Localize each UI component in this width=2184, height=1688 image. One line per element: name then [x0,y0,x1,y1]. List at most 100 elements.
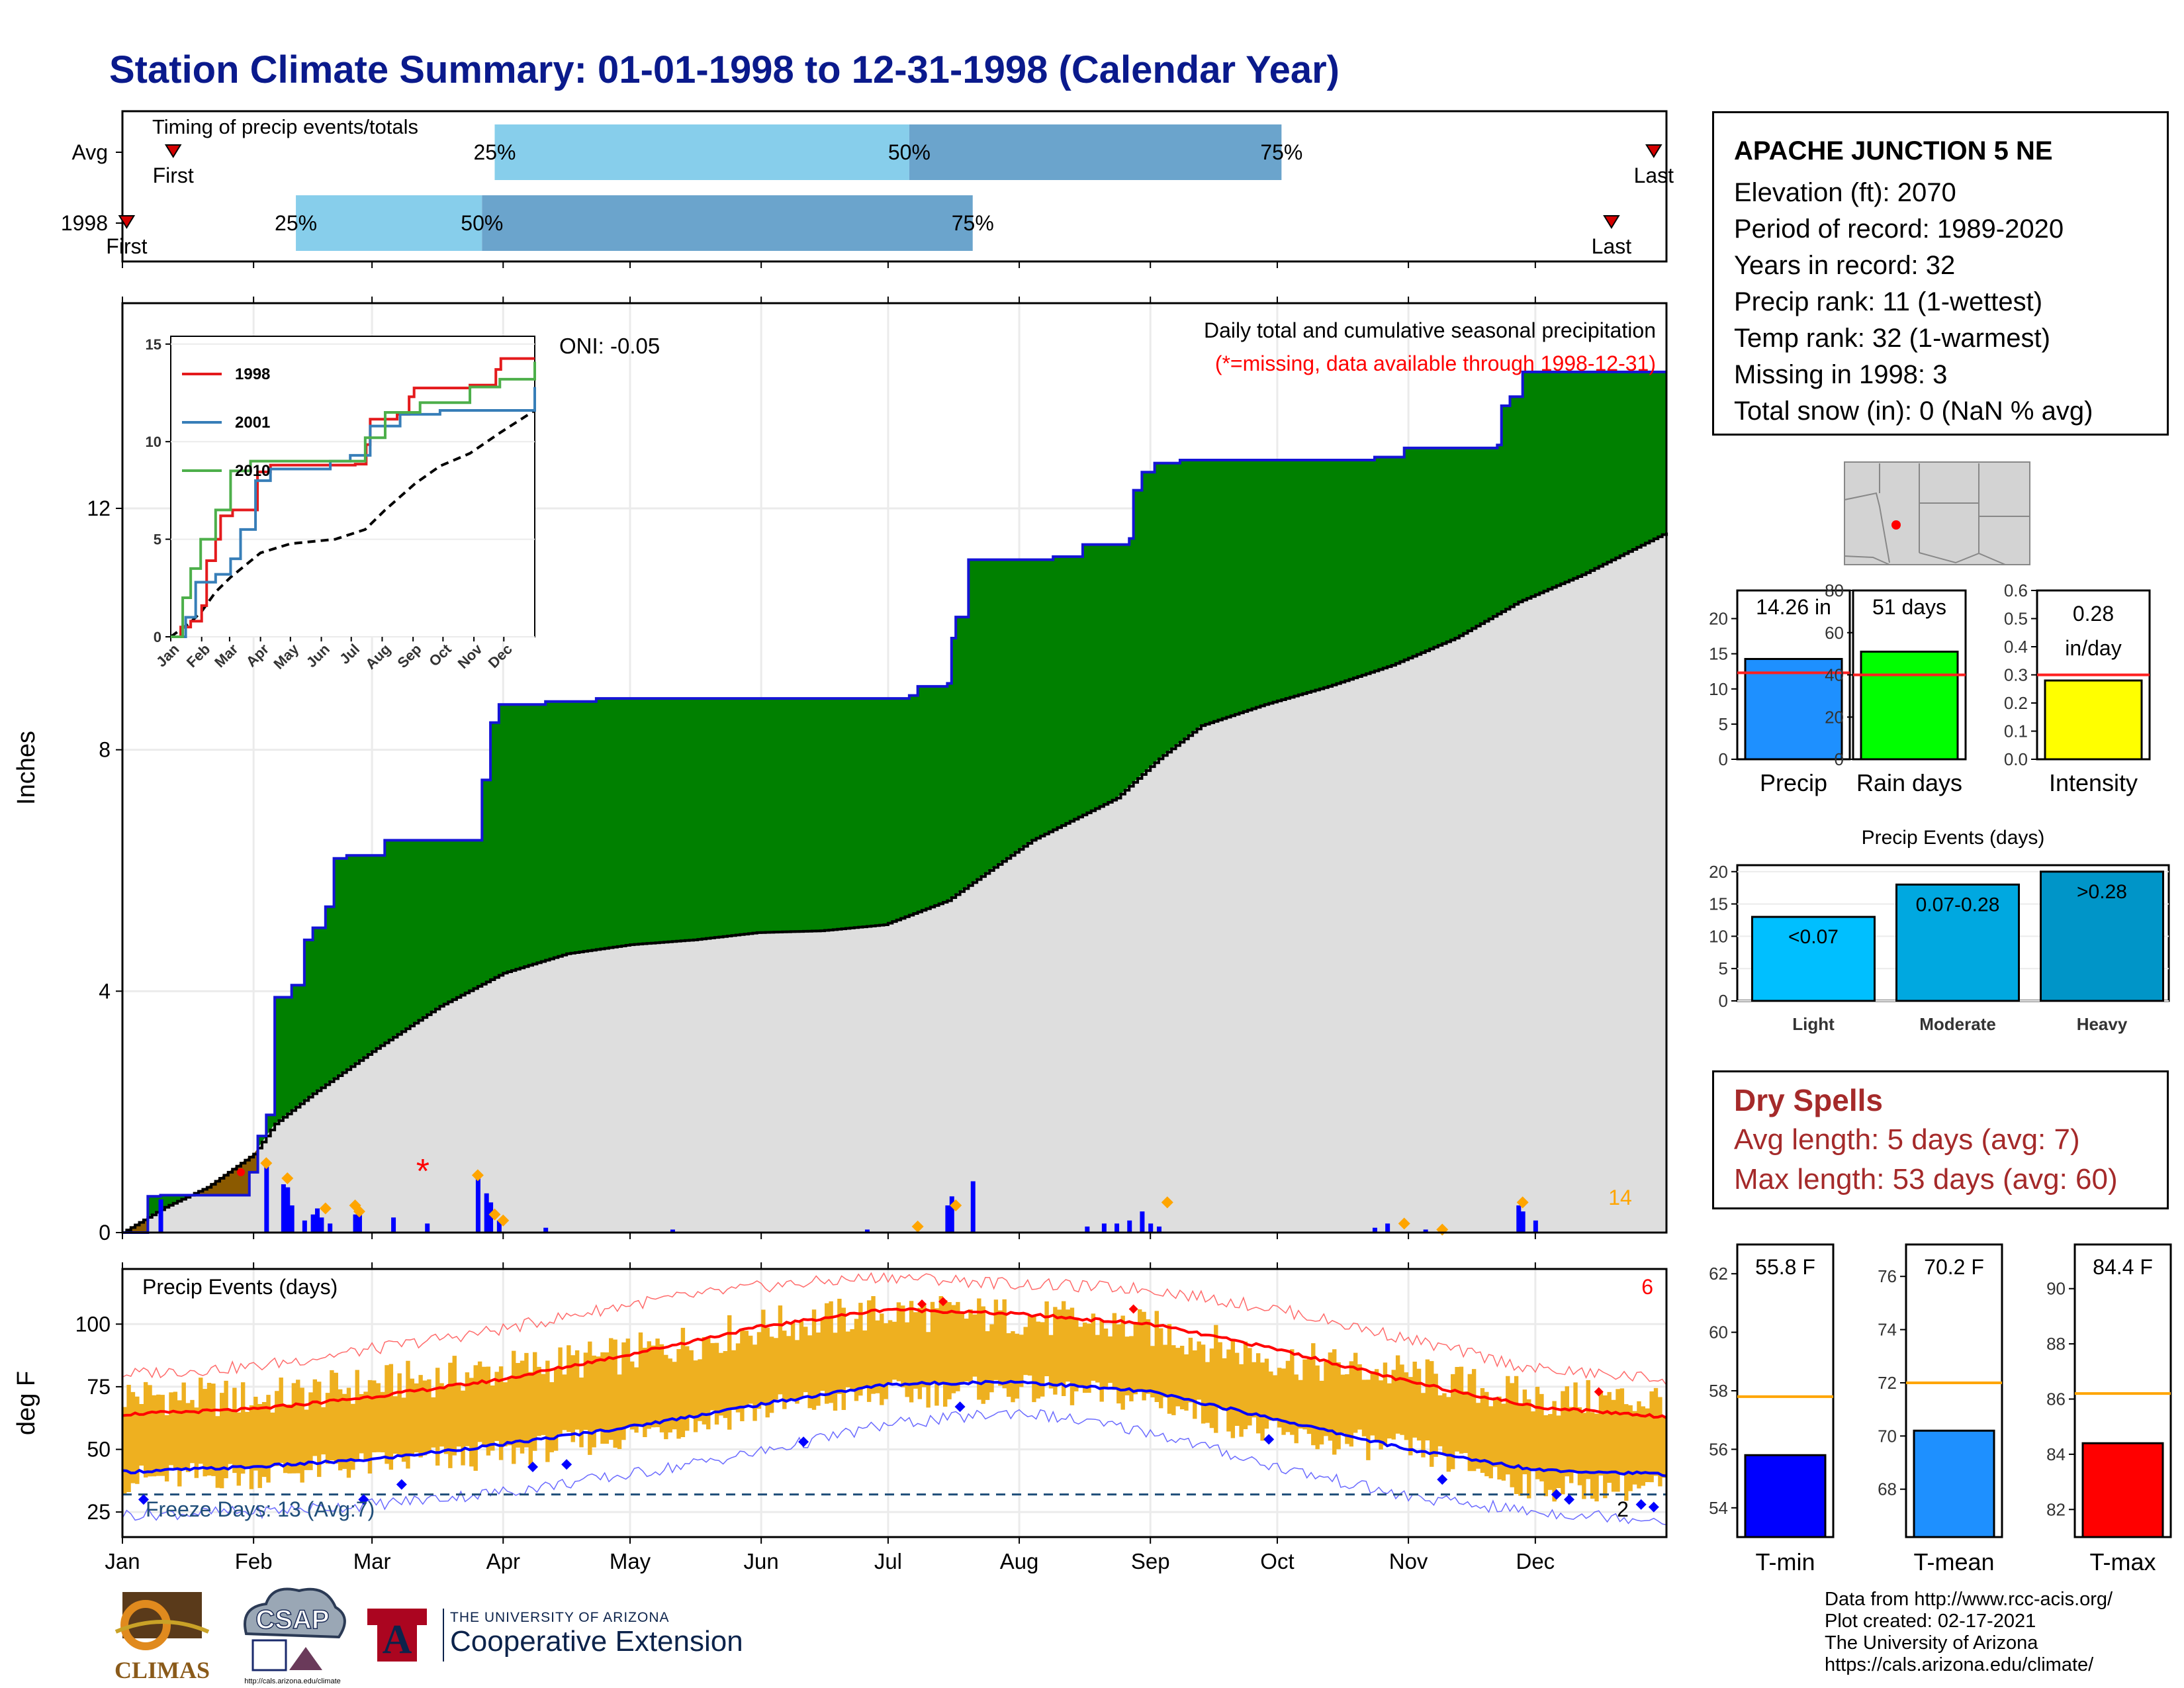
precip-event-marker [471,1169,484,1182]
temps-y-axis-label: deg F [13,1371,40,1435]
precip-daily-bar [945,1205,950,1233]
precip-events-ytick-label: 15 [1709,894,1728,914]
precip-summary-bars: 0 5 10 15 20 Precip 14.26 in 0 20 40 60 80 Rain days… [1709,581,2151,796]
timing-first-marker [164,144,182,158]
temperature-summary-bars: 54 56 58 60 62 T-min 55.8 F 68 70 72 74 76 T-mean 70.… [1709,1243,2172,1575]
timing-first-label: First [106,234,147,258]
precip-event-marker [488,1208,501,1221]
precip-subtitle: (*=missing, data available through 1998-… [1215,352,1656,375]
summary-ytick-label: 0 [1719,749,1728,769]
precip-events-bar-heavy [2040,870,2164,1002]
climas-logo-text: CLIMAS [114,1657,210,1683]
inset-legend-label: 1998 [235,365,270,383]
freeze-day-marker [1551,1489,1562,1500]
timing-last-marker [1603,215,1620,229]
precip-events-bar-moderate [1895,883,2020,1002]
precip-events-ytick-label: 10 [1709,926,1728,946]
precip-daily-bar [315,1208,320,1233]
station-missing: Missing in 1998: 3 [1734,360,1948,389]
station-info-box: APACHE JUNCTION 5 NE Elevation (ft): 207… [1712,111,2169,436]
precip-events-category-label: Light [1792,1014,1835,1034]
precip-event-marker [260,1157,273,1170]
precip-ytick-label: 0 [99,1221,111,1244]
precip-ytick-label: 4 [99,979,111,1003]
precip-events-ytick-label: 0 [1719,991,1728,1011]
precip-daily-bar [1115,1223,1120,1233]
summary-ytick-label: 56 [1709,1439,1728,1459]
precip-daily-bar [353,1214,358,1233]
summary-panel-label: Intensity [2049,769,2138,796]
summary-panel-label: Rain days [1856,769,1962,796]
temps-corner-count: 6 [1641,1275,1653,1299]
summary-panel-label: Precip [1760,769,1827,796]
precip-daily-bar [1423,1229,1428,1233]
month-axis-label: Jul [874,1549,902,1573]
location-map [1844,461,2030,565]
inset-series-2010 [171,361,536,638]
timing-q75-label: 75% [952,211,994,235]
temp-summary-value-label: 70.2 F [1924,1255,1984,1279]
precip-ytick-label: 12 [87,496,111,520]
inset-ytick-label: 0 [154,629,161,645]
summary-bar-intensity [2044,679,2143,761]
summary-panel-label: T-max [2089,1548,2156,1575]
precip-daily-bar [1385,1223,1390,1233]
inset-frame [170,336,535,637]
page-title: Station Climate Summary: 01-01-1998 to 1… [109,48,1340,91]
climas-logo: CLIMAS [114,1592,210,1683]
precip-daily-bar [1140,1211,1145,1233]
credit-line: Data from http://www.rcc-acis.org/ [1825,1589,2113,1610]
precip-daily-bar [1520,1211,1525,1233]
precip-daily-bar [484,1193,489,1233]
month-axis-label: Oct [1260,1549,1294,1573]
record-heat-marker [1594,1387,1604,1397]
month-axis-label: Apr [486,1549,520,1573]
month-axis-label: Mar [353,1549,391,1573]
precip-event-marker [319,1202,332,1215]
summary-bar-t-min [1744,1454,1827,1538]
precip-daily-bar [1148,1223,1154,1233]
precip-corner-count: 14 [1608,1186,1632,1209]
timing-q50-label: 50% [461,211,503,235]
precip-title: Daily total and cumulative seasonal prec… [1204,318,1656,342]
summary-ytick-label: 58 [1709,1381,1728,1401]
station-temp-rank: Temp rank: 32 (1-warmest) [1734,324,2050,353]
precip-daily-bar [1085,1226,1090,1233]
freeze-day-marker [358,1494,369,1505]
temps-avg-max-line [122,1307,1667,1419]
summary-ytick-label: 70 [1878,1426,1897,1446]
summary-ytick-label: 68 [1878,1479,1897,1499]
month-axis-label: Sep [1131,1549,1170,1573]
timing-bar-q50-q75 [909,124,1282,180]
dry-spells-avg: Avg length: 5 days (avg: 7) [1734,1123,2080,1156]
precip-daily-bar [670,1229,675,1233]
temps-corner-bottom: 2 [1617,1497,1629,1521]
timing-bar-q25-q50 [494,124,909,180]
precip-events-bar-label: >0.28 [2077,881,2127,903]
timing-row-label: Avg [71,140,108,164]
precip-daily-bar [285,1187,291,1233]
summary-bar-precip [1744,657,1843,761]
precip-event-marker [1161,1196,1173,1209]
precip-daily-bar [357,1211,362,1233]
timing-title: Timing of precip events/totals [152,115,418,138]
precip-daily-bar [264,1160,269,1233]
summary-ytick-label: 0 [1835,749,1844,769]
summary-value-label: in/day [2065,636,2121,660]
precip-daily-bar [328,1223,333,1233]
csap-logo: CSAP http://cals.arizona.edu/climate [244,1587,346,1685]
precip-frame [121,302,1668,1234]
timing-row-label: 1998 [61,211,108,235]
credit-line: The University of Arizona [1825,1632,2038,1654]
timing-bar-q50-q75 [482,195,973,251]
inset-average-line [169,409,536,638]
summary-value-label: 14.26 in [1756,595,1831,619]
dry-spells-box: Dry Spells Avg length: 5 days (avg: 7) M… [1712,1070,2169,1209]
freeze-day-marker [138,1494,149,1505]
station-location-marker [1891,520,1901,530]
month-axis-label: Nov [1389,1549,1428,1573]
precip-daily-bar [391,1217,396,1233]
summary-ytick-label: 76 [1878,1266,1897,1286]
precip-daily-bar [543,1227,549,1233]
ua-logo: A [367,1609,444,1662]
